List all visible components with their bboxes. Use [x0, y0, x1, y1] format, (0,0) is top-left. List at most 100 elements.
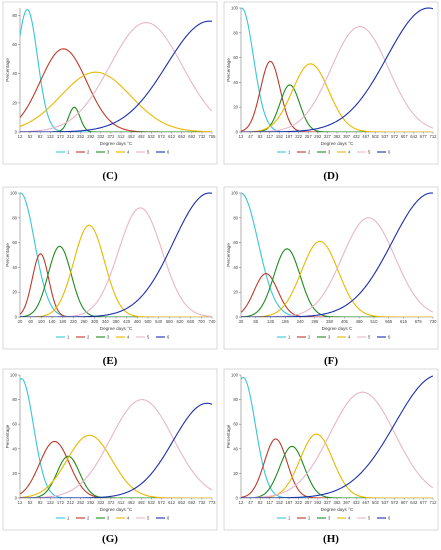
series-6-line	[20, 192, 212, 317]
x-tick-label: 372	[107, 134, 115, 139]
legend-label-6: 6	[167, 150, 170, 155]
series-1-line	[20, 192, 212, 317]
x-tick-label: 152	[276, 500, 284, 505]
y-tick-label: 20	[12, 290, 17, 295]
x-tick-label: 652	[178, 500, 186, 505]
series-2-line	[241, 60, 433, 132]
x-tick-label: 92	[38, 500, 43, 505]
series-5-line	[20, 22, 212, 132]
x-tick-label: 755	[209, 134, 217, 139]
x-tick-label: 292	[314, 134, 322, 139]
x-axis-title: Degree days °C	[100, 141, 133, 146]
legend-label-3: 3	[328, 335, 331, 340]
legend-label-1: 1	[67, 335, 70, 340]
x-tick-label: 572	[391, 134, 399, 139]
panel-g: 0 20 40 60 80 100 12 52 92 132 172 212 252 292 332 372 4…	[0, 367, 220, 550]
x-tick-label: 152	[276, 134, 284, 139]
x-tick-label: 502	[372, 500, 380, 505]
x-tick-label: 212	[67, 134, 75, 139]
series-1-line	[241, 376, 433, 498]
x-tick-label: 180	[59, 319, 67, 324]
series-5-line	[241, 26, 433, 132]
x-tick-label: 327	[324, 500, 332, 505]
legend-label-5: 5	[147, 150, 150, 155]
y-tick-label: 20	[12, 100, 17, 105]
y-axis-title: Percentage	[226, 424, 231, 448]
series-3-line	[20, 245, 212, 317]
x-tick-label: 12	[18, 134, 23, 139]
x-tick-label: 642	[410, 500, 418, 505]
x-tick-label: 467	[362, 134, 370, 139]
x-tick-label: 712	[430, 134, 438, 139]
x-tick-label: 292	[314, 500, 322, 505]
x-axis-title: Degree days C	[322, 326, 353, 331]
x-tick-label: 452	[128, 500, 136, 505]
x-tick-label: 362	[334, 134, 342, 139]
x-tick-label: 432	[353, 134, 361, 139]
series-2-line	[241, 438, 433, 498]
x-tick-label: 532	[148, 500, 156, 505]
legend-label-6: 6	[167, 516, 170, 521]
x-axis-title: Degree days °C	[321, 507, 354, 512]
x-tick-label: 140	[49, 319, 57, 324]
series-6-line	[20, 402, 212, 498]
x-tick-label: 132	[47, 500, 55, 505]
x-tick-label: 222	[295, 134, 303, 139]
x-tick-label: 260	[81, 319, 89, 324]
series-5-line	[20, 399, 212, 498]
x-tick-label: 537	[382, 134, 390, 139]
series-4-line	[241, 63, 433, 132]
x-tick-label: 607	[401, 134, 409, 139]
legend-label-5: 5	[368, 150, 371, 155]
legend-label-2: 2	[308, 516, 311, 521]
series-1-line	[20, 378, 212, 498]
x-tick-label: 397	[343, 134, 351, 139]
series-group	[241, 192, 433, 317]
legend-label-6: 6	[167, 335, 170, 340]
x-tick-label: 117	[266, 500, 273, 505]
y-tick-label: 100	[231, 373, 239, 378]
legend-label-4: 4	[348, 335, 351, 340]
y-tick-label: 0	[236, 130, 239, 135]
series-2-line	[241, 273, 433, 317]
x-tick-label: 572	[391, 500, 399, 505]
x-tick-label: 677	[420, 500, 428, 505]
y-tick-label: 40	[233, 80, 238, 85]
x-tick-label: 432	[353, 500, 361, 505]
panel-e: 0 20 40 60 80 100 20 60 100 140 180 220 260 300 340 380…	[0, 185, 220, 369]
series-1-line	[20, 8, 212, 132]
panel-label-g: (G)	[102, 533, 118, 545]
legend-label-2: 2	[87, 150, 90, 155]
x-tick-label: 412	[118, 134, 126, 139]
y-tick-label: 40	[12, 265, 17, 270]
x-tick-label: 12	[18, 500, 23, 505]
series-4-line	[20, 71, 212, 132]
x-tick-label: 257	[305, 134, 313, 139]
series-1-line	[241, 7, 433, 132]
y-tick-label: 100	[10, 373, 18, 378]
y-axis-title: Percentage	[226, 58, 231, 82]
x-tick-label: 82	[258, 500, 263, 505]
x-tick-label: 100	[38, 319, 46, 324]
y-tick-label: 40	[12, 446, 17, 451]
y-tick-label: 80	[12, 397, 17, 402]
x-tick-label: 350	[326, 319, 334, 324]
x-tick-label: 85	[253, 319, 258, 324]
panel-frame	[223, 368, 439, 531]
x-tick-label: 732	[198, 134, 206, 139]
x-tick-label: 500	[145, 319, 153, 324]
x-tick-label: 252	[77, 500, 85, 505]
x-axis-title: Degree days °C	[321, 141, 354, 146]
x-tick-label: 132	[47, 134, 55, 139]
panel-label-f: (F)	[323, 355, 339, 367]
x-tick-label: 572	[158, 134, 166, 139]
y-tick-label: 40	[233, 265, 238, 270]
series-2-line	[20, 48, 212, 132]
y-tick-label: 0	[236, 315, 239, 320]
x-tick-label: 732	[198, 500, 206, 505]
x-tick-label: 30	[239, 319, 244, 324]
series-1-line	[241, 192, 433, 317]
y-tick-label: 20	[233, 290, 238, 295]
legend-label-2: 2	[87, 516, 90, 521]
